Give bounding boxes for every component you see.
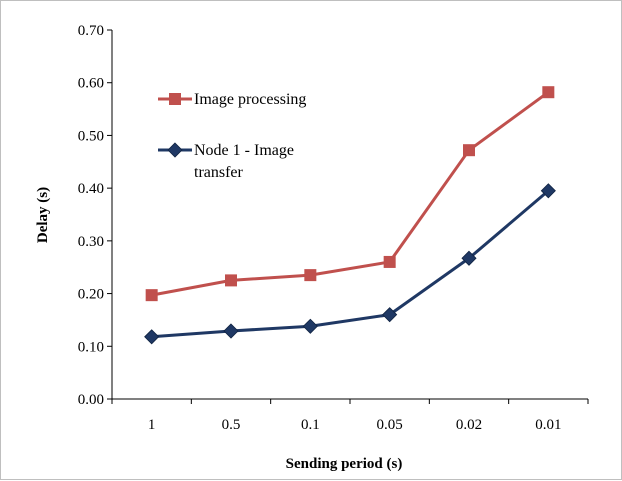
x-tick-label: 1 bbox=[148, 417, 156, 433]
x-tick-label: 0.02 bbox=[456, 417, 482, 433]
y-tick-label: 0.40 bbox=[78, 181, 104, 197]
data-point bbox=[304, 269, 317, 282]
x-axis-title: Sending period (s) bbox=[286, 456, 403, 472]
y-tick-label: 0.60 bbox=[78, 76, 104, 92]
series-group bbox=[144, 86, 556, 345]
legend-label: Node 1 - Image bbox=[194, 142, 294, 159]
y-tick-label: 0.20 bbox=[78, 287, 104, 303]
x-tick-labels: 1 0.5 0.1 0.05 0.02 0.01 bbox=[148, 417, 562, 433]
axes bbox=[107, 29, 589, 404]
legend-marker bbox=[169, 93, 181, 105]
y-tick-label: 0.00 bbox=[78, 392, 104, 408]
y-tick-label: 0.10 bbox=[78, 339, 104, 355]
x-tick-label: 0.1 bbox=[301, 417, 320, 433]
data-point bbox=[302, 318, 318, 334]
y-tick-label: 0.50 bbox=[78, 128, 104, 144]
x-tick-label: 0.01 bbox=[535, 417, 561, 433]
data-point bbox=[144, 329, 160, 345]
series-line bbox=[151, 90, 550, 297]
legend-marker bbox=[167, 142, 183, 158]
data-point bbox=[145, 289, 158, 302]
data-point bbox=[461, 250, 477, 266]
data-point bbox=[382, 307, 398, 323]
x-tick-label: 0.05 bbox=[377, 417, 403, 433]
x-tick-label: 0.5 bbox=[222, 417, 241, 433]
data-point bbox=[383, 255, 396, 268]
y-tick-label: 0.70 bbox=[78, 23, 104, 39]
series-line bbox=[151, 189, 550, 339]
series-1 bbox=[145, 86, 555, 302]
y-axis-title: Delay (s) bbox=[35, 187, 51, 243]
legend-label: transfer bbox=[194, 164, 244, 181]
y-tick-labels: 0.00 0.10 0.20 0.30 0.40 0.50 0.60 0.70 bbox=[78, 23, 104, 408]
legend: Image processing Node 1 - Image transfer bbox=[158, 91, 306, 181]
data-point bbox=[225, 274, 237, 287]
data-point bbox=[542, 86, 555, 99]
legend-label: Image processing bbox=[194, 91, 306, 108]
y-tick-label: 0.30 bbox=[78, 234, 104, 250]
legend-item-1: Image processing bbox=[158, 91, 306, 108]
data-point bbox=[463, 144, 475, 157]
legend-item-2: Node 1 - Image transfer bbox=[158, 142, 294, 181]
data-point bbox=[223, 323, 239, 339]
series-2 bbox=[144, 183, 556, 345]
data-point bbox=[540, 183, 556, 199]
